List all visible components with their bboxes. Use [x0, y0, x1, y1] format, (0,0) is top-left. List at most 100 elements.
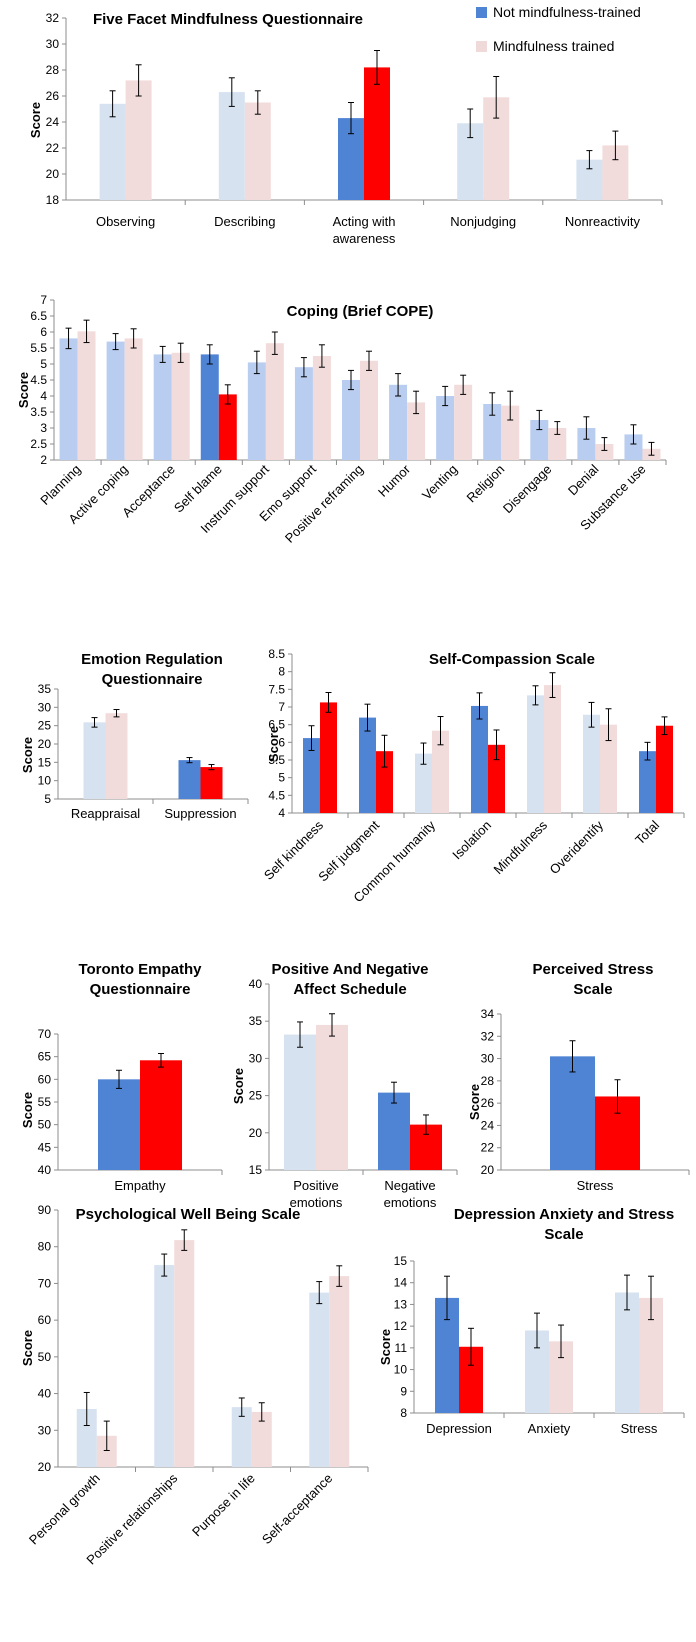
bar-not-trained-isolation: [471, 705, 488, 813]
y-tick-label: 7: [40, 293, 47, 307]
y-axis-label: Score: [20, 1330, 35, 1366]
chart-title: Five Facet Mindfulness Questionnaire: [93, 11, 363, 28]
bar-trained-observing: [125, 80, 152, 200]
bar-trained-acting-with-awareness: [364, 67, 390, 201]
bar-trained-self-kindness: [320, 702, 337, 813]
bar-trained-self-acceptance: [329, 1276, 350, 1467]
y-tick-label: 15: [249, 1163, 263, 1177]
bar-not-trained-suppression: [178, 760, 201, 799]
category-label: Anxiety: [528, 1421, 571, 1436]
y-tick-label: 5: [278, 771, 285, 785]
y-tick-label: 20: [481, 1163, 495, 1177]
y-tick-label: 80: [38, 1240, 52, 1254]
y-tick-label: 15: [394, 1254, 408, 1268]
legend-swatch-not-trained: [476, 6, 487, 18]
y-tick-label: 6.5: [30, 309, 47, 323]
y-tick-label: 25: [249, 1089, 263, 1103]
y-axis-label: Score: [266, 726, 281, 762]
y-axis-label: Score: [20, 737, 35, 773]
chart-title: Questionnaire: [102, 671, 203, 688]
bar-trained-disengage: [548, 428, 567, 460]
y-tick-label: 12: [394, 1319, 408, 1333]
bar-not-trained-venting: [436, 396, 455, 460]
y-tick-label: 7.5: [268, 682, 285, 696]
chart-cope: Coping (Brief COPE) 2 2.5 3 3.5 4 4.5 5 5.5 6 6.5 7…: [16, 293, 667, 546]
y-tick-label: 22: [46, 141, 60, 155]
bar-trained-acceptance: [171, 352, 190, 460]
category-label: Stress: [577, 1178, 614, 1193]
y-tick-label: 60: [38, 1313, 52, 1327]
bar-trained-reappraisal: [105, 713, 128, 799]
y-tick-label: 20: [249, 1126, 263, 1140]
bar-not-trained-acceptance: [153, 354, 172, 460]
bar-not-trained-empathy: [98, 1079, 140, 1170]
y-tick-label: 20: [38, 1460, 52, 1474]
y-axis-label: Score: [28, 102, 43, 138]
bar-trained-empathy: [140, 1060, 182, 1170]
bar-not-trained-self-blame: [200, 354, 219, 460]
y-tick-label: 6.5: [268, 718, 285, 732]
bar-trained-purpose-in-life: [251, 1411, 272, 1467]
bar-trained-instrum-support: [265, 343, 284, 460]
y-tick-label: 13: [394, 1297, 408, 1311]
y-tick-label: 28: [46, 63, 60, 77]
chart-teq: Toronto Empathy Questionnaire 40 45 50 55 60 65…: [20, 961, 223, 1193]
y-tick-label: 24: [46, 115, 60, 129]
legend-item-trained: Mindfulness trained: [476, 38, 614, 54]
y-tick-label: 18: [46, 193, 60, 207]
chart-pwb: Psychological Well Being Scale 20 30 40 50 60…: [20, 1203, 369, 1567]
category-label: Self-acceptance: [259, 1471, 336, 1548]
category-label: Planning: [37, 462, 83, 508]
y-tick-label: 3: [40, 421, 47, 435]
bar-trained-positive-emotions: [316, 1024, 348, 1170]
category-label: Nonreactivity: [565, 214, 641, 229]
y-tick-label: 70: [38, 1276, 52, 1290]
y-axis-label: Score: [20, 1092, 35, 1128]
y-tick-label: 30: [481, 1052, 495, 1066]
y-tick-label: 30: [46, 37, 60, 51]
bar-not-trained-humor: [389, 384, 408, 460]
chart-title: Scale: [544, 1226, 583, 1243]
category-label: Purpose in life: [189, 1471, 258, 1540]
bar-not-trained-mindfulness: [527, 695, 544, 813]
y-tick-label: 10: [38, 774, 52, 788]
y-tick-label: 26: [481, 1096, 495, 1110]
chart-title: Perceived Stress: [533, 961, 654, 978]
y-tick-label: 20: [46, 167, 60, 181]
y-tick-label: 4.5: [268, 788, 285, 802]
chart-title: Affect Schedule: [293, 981, 406, 998]
y-tick-label: 15: [38, 755, 52, 769]
bar-not-trained-total: [639, 751, 656, 813]
category-label: emotions: [384, 1195, 437, 1210]
y-tick-label: 14: [394, 1276, 408, 1290]
y-tick-label: 35: [249, 1014, 263, 1028]
category-label: Venting: [419, 462, 460, 503]
y-tick-label: 28: [481, 1074, 495, 1088]
category-label: Stress: [621, 1421, 658, 1436]
y-axis-label: Score: [16, 372, 31, 408]
bar-trained-emo-support: [312, 356, 331, 460]
y-tick-label: 26: [46, 89, 60, 103]
y-tick-label: 9: [400, 1384, 407, 1398]
y-tick-label: 24: [481, 1118, 495, 1132]
category-label: Isolation: [449, 818, 494, 863]
legend-label-trained: Mindfulness trained: [493, 38, 615, 54]
bar-not-trained-common-humanity: [415, 753, 432, 813]
bar-not-trained-denial: [577, 428, 596, 460]
category-label: Observing: [96, 214, 155, 229]
y-tick-label: 20: [38, 737, 52, 751]
category-label: Describing: [214, 214, 275, 229]
bar-not-trained-religion: [483, 404, 502, 460]
bar-not-trained-self-kindness: [303, 738, 320, 813]
bar-not-trained-planning: [59, 338, 78, 460]
category-label: Reappraisal: [71, 806, 140, 821]
bar-not-trained-observing: [99, 103, 126, 200]
category-label: Positive: [293, 1178, 339, 1193]
bar-trained-overidentify: [600, 724, 617, 813]
bar-trained-common-humanity: [432, 730, 449, 813]
chart-pss: Perceived Stress Scale 20 22 24 26 28 30 32 34 Sco…: [467, 961, 690, 1193]
bar-trained-active-coping: [124, 338, 143, 460]
bar-not-trained-stress: [550, 1056, 595, 1170]
bar-trained-religion: [501, 405, 520, 460]
y-tick-label: 70: [38, 1027, 52, 1041]
